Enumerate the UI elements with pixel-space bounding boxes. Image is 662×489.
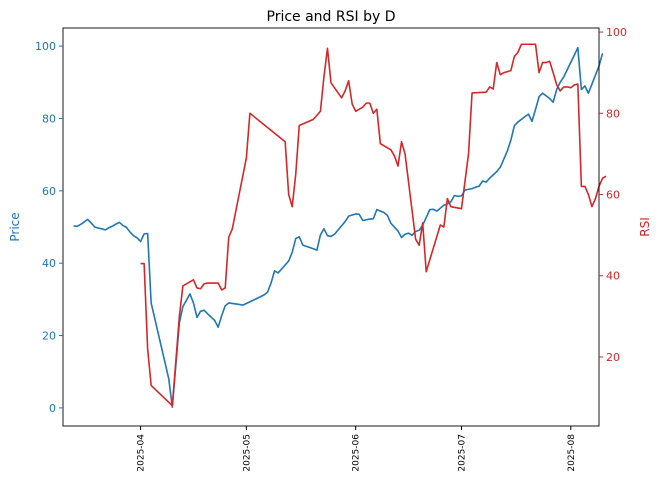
y-right-tick-label: 80 (606, 107, 620, 120)
y-right-tick-label: 100 (606, 26, 627, 39)
x-tick-label: 2025-06 (352, 434, 362, 472)
x-tick-label: 2025-05 (242, 434, 252, 472)
y-right-tick-label: 40 (606, 270, 620, 283)
plot-area: 0 20 40 60 80 100 20 40 60 80 100 2025-04 2025-05 202… (35, 26, 627, 472)
series-line-rsi (140, 43, 607, 407)
series-line-price (73, 46, 604, 408)
y-left-tick-label: 40 (42, 257, 56, 270)
chart-title: Price and RSI by D (267, 9, 396, 25)
y-axis-left-label: Price (8, 212, 22, 241)
y-left-tick-label: 100 (35, 40, 56, 53)
y-left-tick-label: 60 (42, 185, 56, 198)
x-tick-label: 2025-04 (137, 434, 147, 472)
y-axis-right-label: RSI (638, 217, 652, 237)
plot-frame (62, 27, 600, 427)
x-tick-label: 2025-08 (567, 434, 577, 472)
y-right-tick-label: 20 (606, 351, 620, 364)
y-right-tick-label: 60 (606, 189, 620, 202)
y-left-tick-label: 80 (42, 112, 56, 125)
y-left-tick-label: 20 (42, 330, 56, 343)
x-tick-label: 2025-07 (457, 434, 467, 472)
y-left-tick-label: 0 (49, 402, 56, 415)
